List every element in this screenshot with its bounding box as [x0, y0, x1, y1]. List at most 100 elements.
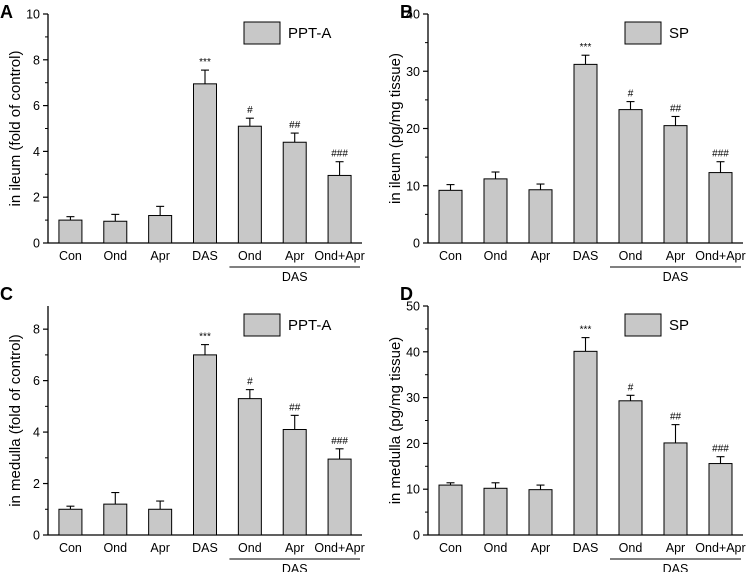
y-tick-label: 8: [33, 323, 40, 337]
y-tick-label: 30: [406, 391, 420, 405]
bar-6: [282, 429, 307, 536]
bar-7: [708, 463, 733, 536]
y-tick-label: 40: [406, 345, 420, 359]
category-label: DAS: [573, 541, 599, 555]
y-tick-label: 0: [413, 529, 420, 543]
legend-swatch: [624, 313, 662, 337]
y-axis-title: in medulla (pg/mg tissue): [387, 337, 404, 505]
category-label: Apr: [531, 249, 550, 263]
group-label: DAS: [663, 270, 689, 284]
category-label: Ond+Apr: [314, 541, 364, 555]
bar-5: [237, 398, 262, 536]
bar-4: [193, 83, 217, 244]
legend-label: PPT-A: [288, 317, 331, 334]
significance-label: ***: [580, 325, 592, 336]
panel-letter: C: [0, 284, 13, 304]
group-label: DAS: [663, 562, 689, 572]
y-axis-title: in ileum (fold of control): [7, 51, 24, 207]
legend-swatch: [624, 21, 662, 45]
bar-1: [438, 189, 463, 244]
category-label: Ond: [238, 249, 262, 263]
y-tick-label: 6: [33, 374, 40, 388]
legend-swatch: [243, 21, 281, 45]
category-label: DAS: [192, 541, 218, 555]
y-axis-title: in medulla (fold of control): [7, 334, 24, 507]
category-label: Ond: [103, 541, 127, 555]
bar-1: [58, 508, 83, 536]
category-label: DAS: [573, 249, 599, 263]
y-tick-label: 2: [33, 477, 40, 491]
legend-label: SP: [669, 25, 689, 42]
legend-label: SP: [669, 317, 689, 334]
category-label: Ond+Apr: [695, 249, 745, 263]
panel-b: 0 10 20 30 40 in ileum (pg/mg tissue) B Con Ond A…: [387, 2, 746, 284]
panel-letter: B: [400, 2, 413, 22]
bar-7: [327, 174, 352, 244]
y-tick-label: 20: [406, 437, 420, 451]
panel-d: 0 10 20 30 40 50 in medulla (pg/mg tissue) D Con…: [387, 284, 746, 572]
category-label: Apr: [150, 249, 169, 263]
y-tick-label: 0: [413, 237, 420, 251]
bar-6: [663, 442, 688, 536]
category-label: Apr: [666, 541, 685, 555]
y-tick-label: 2: [33, 191, 40, 205]
category-label: Ond: [238, 541, 262, 555]
category-label: Con: [439, 249, 462, 263]
bar-4: [573, 350, 598, 536]
category-label: Ond: [484, 541, 508, 555]
panel-a: 0 2 4 6 8 10 in ileum (fold of control) A Con Ond…: [0, 2, 365, 284]
significance-label: ***: [580, 42, 592, 53]
y-tick-label: 10: [26, 8, 40, 22]
y-tick-label: 0: [33, 529, 40, 543]
bar-5: [237, 125, 262, 244]
bar-3: [528, 489, 553, 536]
bar-4: [193, 354, 217, 536]
group-label: DAS: [282, 562, 308, 572]
category-label: Ond: [619, 541, 643, 555]
significance-label: ##: [670, 412, 682, 423]
category-label: Ond: [619, 249, 643, 263]
category-label: Apr: [150, 541, 169, 555]
y-tick-label: 4: [33, 426, 40, 440]
y-tick-label: 0: [33, 237, 40, 251]
y-tick-label: 10: [406, 483, 420, 497]
bar-2: [103, 220, 128, 244]
category-label: Ond+Apr: [314, 249, 364, 263]
group-label: DAS: [282, 270, 308, 284]
bar-4: [573, 63, 598, 244]
y-tick-label: 8: [33, 53, 40, 67]
y-tick-label: 10: [406, 179, 420, 193]
significance-label: ###: [712, 149, 729, 160]
category-label: Ond+Apr: [695, 541, 745, 555]
category-label: Ond: [103, 249, 127, 263]
legend-swatch: [243, 313, 281, 337]
significance-label: ##: [289, 402, 301, 413]
significance-label: ###: [331, 436, 348, 447]
bar-5: [618, 109, 643, 244]
bar-3: [148, 215, 173, 244]
y-tick-label: 6: [33, 99, 40, 113]
significance-label: ***: [199, 332, 211, 343]
bar-1: [438, 484, 463, 536]
y-tick-label: 4: [33, 145, 40, 159]
bar-6: [663, 125, 688, 244]
bar-3: [528, 189, 553, 244]
significance-label: ##: [289, 120, 301, 131]
bar-1: [58, 219, 83, 244]
category-label: Ond: [484, 249, 508, 263]
legend-label: PPT-A: [288, 25, 331, 42]
category-label: Apr: [531, 541, 550, 555]
significance-label: #: [247, 377, 253, 388]
significance-label: #: [247, 105, 253, 116]
bar-5: [618, 400, 643, 536]
category-label: Apr: [666, 249, 685, 263]
significance-label: ###: [331, 149, 348, 160]
bar-7: [327, 458, 352, 536]
category-label: Apr: [285, 541, 304, 555]
bar-2: [103, 503, 128, 536]
y-tick-label: 20: [406, 122, 420, 136]
y-axis-title: in ileum (pg/mg tissue): [387, 53, 404, 204]
bar-2: [483, 178, 508, 244]
y-tick-label: 30: [406, 65, 420, 79]
panel-letter: D: [400, 284, 413, 304]
